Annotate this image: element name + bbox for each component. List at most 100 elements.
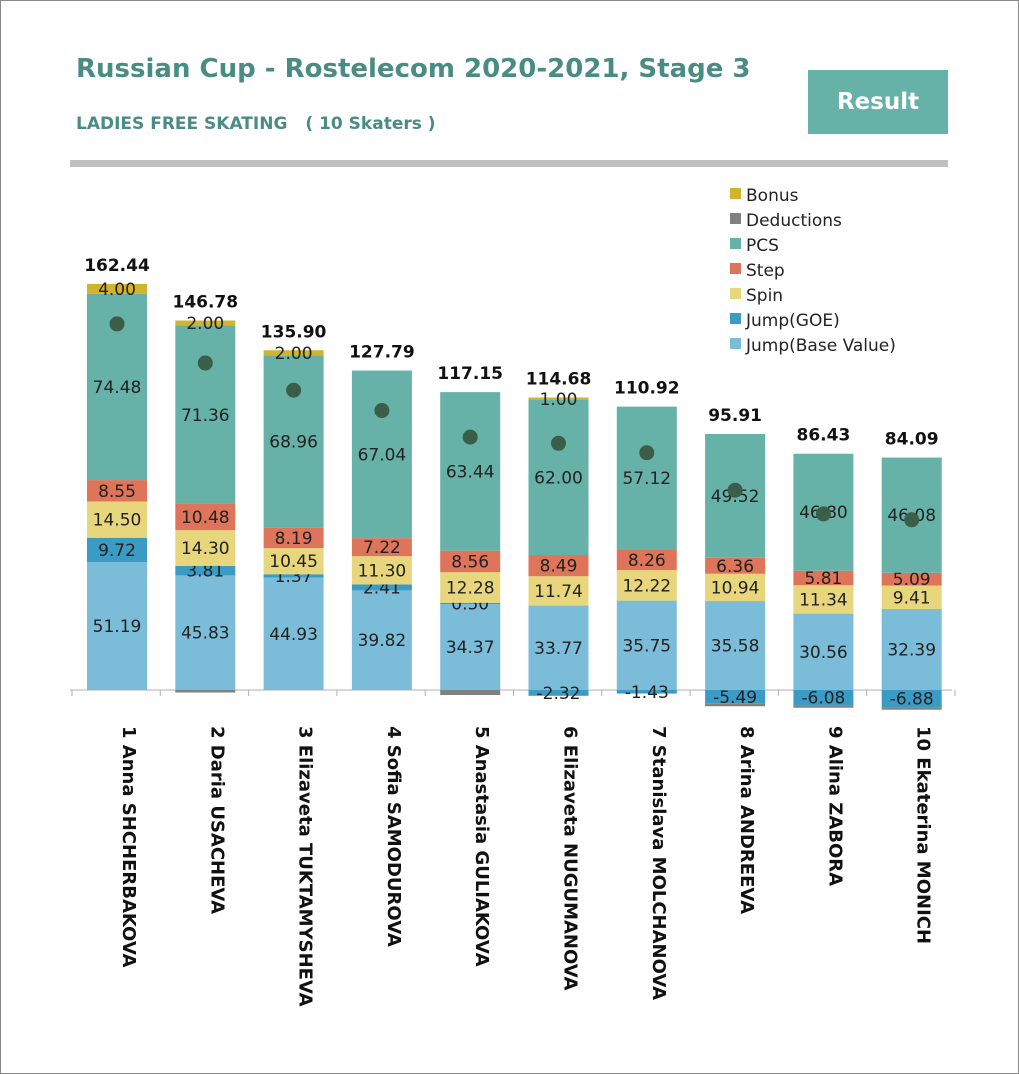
bar-segment-pcs <box>175 325 236 504</box>
data-label-step: 5.09 <box>893 570 931 590</box>
data-label-step: 8.55 <box>98 482 136 502</box>
data-label-jump-goe: -6.88 <box>890 690 934 710</box>
data-label-spin: 12.28 <box>446 578 495 598</box>
data-label-pcs: 62.00 <box>534 469 583 489</box>
result-button[interactable]: Result <box>808 70 948 134</box>
bar-segment-step <box>793 570 854 586</box>
bar-segment-step <box>351 538 412 557</box>
data-label-step: 7.22 <box>363 538 401 558</box>
bar-segment-bonus <box>528 397 589 400</box>
legend-swatch-bonus <box>730 188 741 199</box>
data-label-pcs: 68.96 <box>269 432 318 452</box>
legend-swatch-jump-base-value <box>730 338 741 349</box>
data-label-jump-goe: -2.32 <box>537 684 581 704</box>
bar-segment-jump-base-value <box>87 562 147 690</box>
data-label-jump-base-value: 51.19 <box>93 617 142 637</box>
bar-segment-jump-base-value <box>793 613 854 690</box>
data-label-jump-base-value: 33.77 <box>534 639 583 659</box>
legend-entry-spin: Spin <box>746 286 783 306</box>
bar-segment-jump-base-value <box>881 609 942 690</box>
data-label-spin: 10.45 <box>269 552 318 572</box>
data-label-spin: 14.50 <box>93 511 142 531</box>
total-score-label: 86.43 <box>797 426 851 446</box>
bar-segment-step <box>87 480 147 502</box>
data-label-spin: 11.30 <box>358 561 407 581</box>
legend-swatch-spin <box>730 288 741 299</box>
legend-swatch-deductions <box>730 213 741 224</box>
data-label-pcs: 63.44 <box>446 462 495 482</box>
data-label-jump-base-value: 35.75 <box>622 636 671 656</box>
data-label-jump-goe: 9.72 <box>98 541 136 561</box>
data-label-step: 10.48 <box>181 508 230 528</box>
bar-segment-jump-goe <box>793 690 854 706</box>
chart-subtitle: LADIES FREE SKATING ( 10 Skaters ) <box>76 114 436 134</box>
bar-segment-pcs <box>440 392 501 551</box>
data-label-bonus: 1.00 <box>540 390 578 410</box>
bar-segment-spin <box>528 576 589 606</box>
bar-segment-bonus <box>175 320 236 326</box>
data-label-pcs: 74.48 <box>93 378 142 398</box>
data-label-spin: 12.22 <box>622 576 671 596</box>
total-score-label: 84.09 <box>885 430 939 450</box>
bar-segment-jump-base-value <box>528 605 589 690</box>
legend-swatch-pcs <box>730 238 741 249</box>
data-label-jump-base-value: 39.82 <box>358 631 407 651</box>
bar-segment-step <box>705 557 766 574</box>
total-score-marker <box>904 512 920 528</box>
bar-segment-spin <box>87 501 147 538</box>
total-score-marker <box>286 382 302 398</box>
data-label-step: 6.36 <box>716 557 754 577</box>
bar-segment-spin <box>616 570 677 601</box>
legend-entry-jump-goe: Jump(GOE) <box>745 311 840 331</box>
data-label-step: 8.49 <box>540 557 578 577</box>
data-label-step: 8.19 <box>275 529 313 549</box>
bar-segment-jump-base-value <box>351 590 412 690</box>
bar-segment-deductions <box>881 707 942 710</box>
legend-swatch-jump-goe <box>730 313 741 324</box>
total-score-label: 117.15 <box>437 364 503 384</box>
legend-entry-step: Step <box>746 261 785 281</box>
bar-segment-pcs <box>616 406 677 550</box>
data-label-spin: 10.94 <box>711 578 760 598</box>
total-score-marker <box>374 403 390 419</box>
x-tick-label-skater: 10 Ekaterina MONICH <box>913 726 934 944</box>
bar-segment-jump-goe <box>705 690 766 704</box>
x-tick-label-skater: 4 Sofia SAMODUROVA <box>383 726 404 947</box>
data-label-jump-base-value: 32.39 <box>887 641 936 661</box>
total-score-label: 110.92 <box>614 379 680 399</box>
x-tick-label-skater: 5 Anastasia GULIAKOVA <box>471 726 492 967</box>
bar-segment-bonus <box>87 283 147 294</box>
total-score-marker <box>109 316 125 332</box>
bar-segment-step <box>175 503 236 531</box>
data-label-jump-base-value: 45.83 <box>181 624 230 644</box>
bar-segment-jump-base-value <box>175 575 236 690</box>
bar-segment-jump-goe <box>440 602 501 605</box>
bar-segment-jump-goe <box>351 584 412 591</box>
bar-segment-jump-goe <box>175 565 236 576</box>
bar-segment-pcs <box>528 400 589 555</box>
bar-segment-deductions <box>175 690 236 693</box>
data-label-jump-base-value: 34.37 <box>446 638 495 658</box>
bar-segment-spin <box>263 548 324 575</box>
bar-segment-pcs <box>351 370 412 539</box>
data-label-jump-goe: -1.43 <box>625 683 669 703</box>
legend-swatch-step <box>730 263 741 274</box>
bar-segment-step <box>881 572 942 586</box>
total-score-marker <box>639 445 655 461</box>
legend-entry-bonus: Bonus <box>746 186 799 206</box>
x-tick-label-skater: 2 Daria USACHEVA <box>206 726 227 914</box>
total-score-label: 162.44 <box>84 256 150 276</box>
bar-segment-step <box>528 555 589 577</box>
data-label-step: 8.26 <box>628 551 666 571</box>
bar-segment-jump-base-value <box>616 600 677 690</box>
bar-segment-jump-goe <box>616 690 677 694</box>
bar-segment-step <box>263 527 324 549</box>
data-label-pcs: 57.12 <box>622 469 671 489</box>
data-label-spin: 14.30 <box>181 539 230 559</box>
bar-segment-deductions <box>705 703 766 707</box>
total-score-marker <box>551 435 566 451</box>
data-label-jump-goe: -5.49 <box>713 688 757 708</box>
bar-segment-spin <box>175 530 236 566</box>
bar-segment-jump-goe <box>263 574 324 578</box>
